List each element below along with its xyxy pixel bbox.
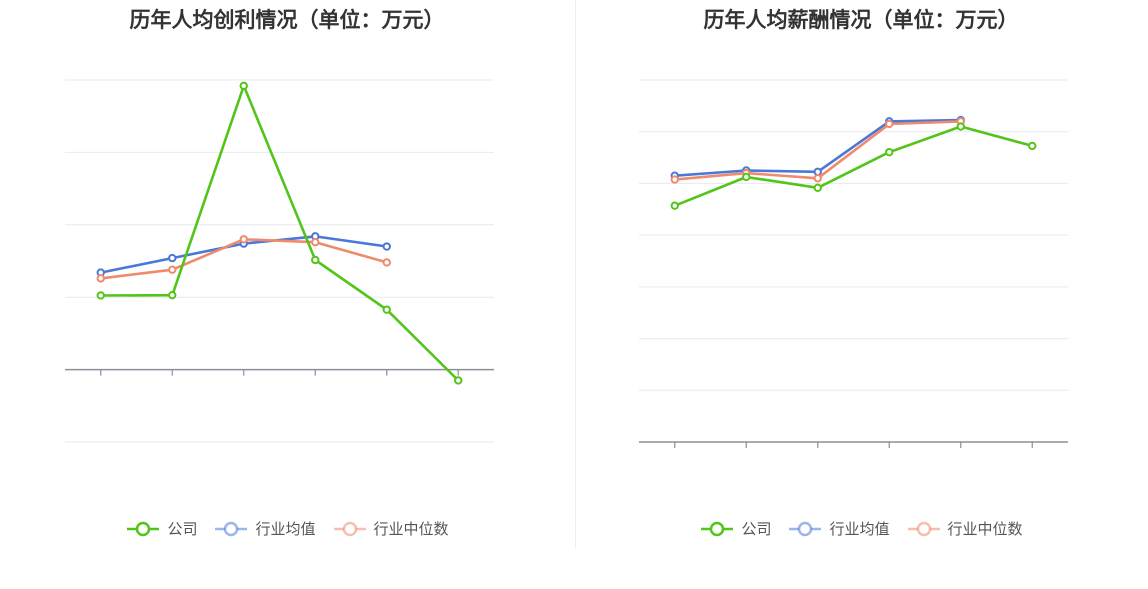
legend-label: 行业中位数: [373, 520, 449, 538]
data-point: [311, 237, 320, 247]
legend-item[interactable]: 行业中位数: [332, 518, 449, 539]
salary-line-chart: [639, 79, 1068, 448]
data-point: [382, 242, 391, 251]
profit-line-chart: [65, 79, 494, 443]
chart-title: 历年人均薪酬情况（单位：万元）: [703, 8, 1019, 32]
data-point: [885, 147, 894, 157]
data-point: [813, 167, 822, 176]
legend-swatch-icon: [215, 521, 248, 536]
data-point: [1028, 141, 1037, 151]
data-point: [454, 376, 463, 385]
legend-label: 行业均值: [255, 520, 316, 538]
series-line-公司: [674, 125, 1033, 207]
data-point: [670, 201, 679, 210]
legend-swatch-icon: [907, 521, 940, 536]
legend-item[interactable]: 行业均值: [787, 518, 890, 539]
data-point: [96, 274, 105, 283]
legend-item[interactable]: 行业中位数: [906, 518, 1023, 539]
series-line-公司: [100, 84, 460, 382]
legend-label: 公司: [167, 520, 198, 538]
legend-swatch-icon: [127, 521, 160, 536]
panel-divider: [575, 0, 576, 548]
chart-title: 历年人均创利情况（单位：万元）: [129, 8, 445, 32]
data-point: [742, 172, 751, 182]
data-point: [168, 265, 177, 274]
chart-legend[interactable]: 公司 行业均值 行业中位数: [574, 518, 1148, 539]
salary-chart-panel: 历年人均薪酬情况（单位：万元） 公司 行业均值 行业中位数: [574, 0, 1148, 589]
legend-item[interactable]: 公司: [699, 518, 771, 539]
legend-swatch-icon: [789, 521, 822, 536]
data-point: [885, 119, 894, 129]
data-point: [96, 291, 105, 300]
data-point: [168, 290, 177, 300]
data-point: [311, 255, 320, 265]
data-point: [382, 258, 391, 267]
chart-legend[interactable]: 公司 行业均值 行业中位数: [0, 518, 574, 539]
legend-item[interactable]: 公司: [125, 518, 197, 539]
series-line-行业均值: [674, 118, 961, 177]
legend-label: 公司: [741, 520, 772, 538]
legend-swatch-icon: [701, 521, 734, 536]
data-point: [813, 174, 822, 183]
legend-label: 行业中位数: [947, 520, 1023, 538]
legend-label: 行业均值: [829, 520, 890, 538]
data-point: [239, 235, 248, 244]
data-point: [168, 253, 177, 263]
data-point: [382, 305, 391, 314]
data-point: [670, 175, 679, 184]
data-point: [813, 183, 822, 193]
data-point: [239, 81, 248, 90]
profit-chart-panel: 历年人均创利情况（单位：万元） 公司 行业均值 行业中位数: [0, 8, 574, 539]
legend-swatch-icon: [333, 521, 366, 536]
data-point: [956, 122, 965, 131]
legend-item[interactable]: 行业均值: [213, 518, 316, 539]
